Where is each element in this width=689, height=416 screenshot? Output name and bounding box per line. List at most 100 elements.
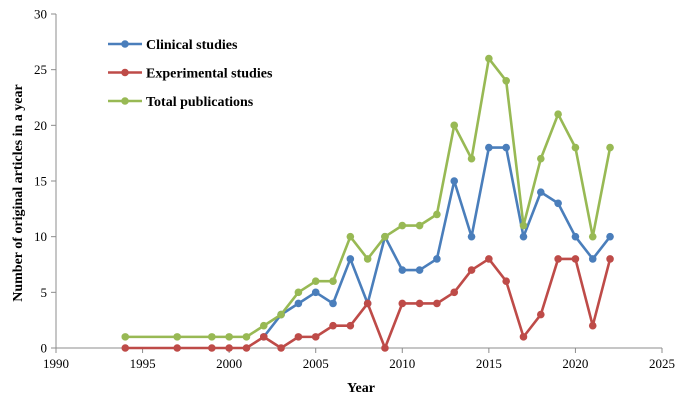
series-total-publications [121,54,614,341]
data-point [329,299,337,308]
data-point [294,333,303,341]
x-tick-label: 2010 [389,356,415,371]
data-point [433,255,441,263]
data-point [485,54,493,63]
y-tick-label: 30 [34,7,47,22]
data-point [329,277,337,286]
data-point [346,321,355,330]
x-tick-label: 2020 [562,356,588,371]
data-point [606,255,614,263]
data-point [277,310,285,319]
x-tick-label: 2025 [649,356,675,371]
data-point [433,299,441,308]
y-tick-label: 15 [34,174,47,189]
data-point [242,344,251,352]
legend-marker [121,68,129,77]
data-point [433,210,441,219]
data-point [537,154,545,163]
data-point [398,299,407,308]
data-point [311,333,320,341]
legend-marker [121,40,129,48]
legend: Clinical studies Experimental studies Tota… [108,38,273,110]
data-point [502,143,510,152]
series-clinical-studies [259,143,614,341]
data-point [554,255,562,263]
data-point [329,321,337,330]
data-point [467,154,476,163]
data-point [450,121,459,130]
series-experimental-studies [121,255,614,352]
data-point [467,232,476,241]
data-point [121,344,130,352]
data-point [259,333,268,341]
x-tick-label: 2005 [303,356,329,371]
data-point [381,232,389,241]
data-point [571,143,580,152]
x-axis-title: Year [347,381,375,396]
y-tick-label: 25 [34,62,47,77]
data-point [398,266,407,274]
data-point [208,333,216,341]
data-point [415,221,424,230]
x-tick-label: 2015 [476,356,502,371]
data-point [450,177,459,185]
data-point [502,277,510,286]
data-point [588,255,597,263]
y-tick-label: 0 [41,341,48,356]
y-tick-label: 10 [34,229,47,244]
data-point [225,344,233,352]
x-tick-label: 1995 [130,356,156,371]
data-point [554,110,562,118]
legend-label: Total publications [146,95,254,110]
legend-marker [121,97,129,105]
data-point [554,199,562,208]
data-point [606,143,614,152]
data-point [121,333,130,341]
y-tick-label: 5 [41,285,48,300]
legend-item: Experimental studies [108,67,273,82]
data-point [173,344,181,352]
data-point [346,255,355,263]
data-point [381,344,389,352]
data-point [415,266,424,274]
data-point [537,310,545,319]
data-point [415,299,424,308]
data-point [588,232,597,241]
y-axis-title: Number of original articles in a year [11,84,26,302]
x-tick-label: 2000 [216,356,242,371]
data-point [571,232,580,241]
legend-item: Total publications [108,95,254,110]
data-point [519,232,528,241]
data-point [259,321,268,330]
legend-label: Experimental studies [146,67,273,82]
x-tick-label: 1990 [43,356,69,371]
data-point [588,321,597,330]
axes: 0 5 10 15 2025 30 1990 1995 2000 2005 2010 2015 2020… [34,7,675,372]
data-point [311,288,320,297]
data-point [294,299,303,308]
data-point [208,344,216,352]
data-point [606,232,614,241]
data-point [363,299,372,308]
data-point [277,344,285,352]
data-point [485,255,493,263]
series-layer [121,54,614,352]
data-point [294,288,303,297]
legend-item: Clinical studies [108,38,238,53]
data-point [502,77,510,85]
data-point [519,333,528,341]
legend-label: Clinical studies [146,38,238,53]
data-point [450,288,459,297]
data-point [242,333,251,341]
data-point [398,221,407,230]
data-point [173,333,181,341]
data-point [311,277,320,286]
data-point [363,255,372,263]
data-point [346,232,355,241]
data-point [571,255,580,263]
data-point [537,188,545,196]
data-point [467,266,476,274]
data-point [519,221,528,230]
